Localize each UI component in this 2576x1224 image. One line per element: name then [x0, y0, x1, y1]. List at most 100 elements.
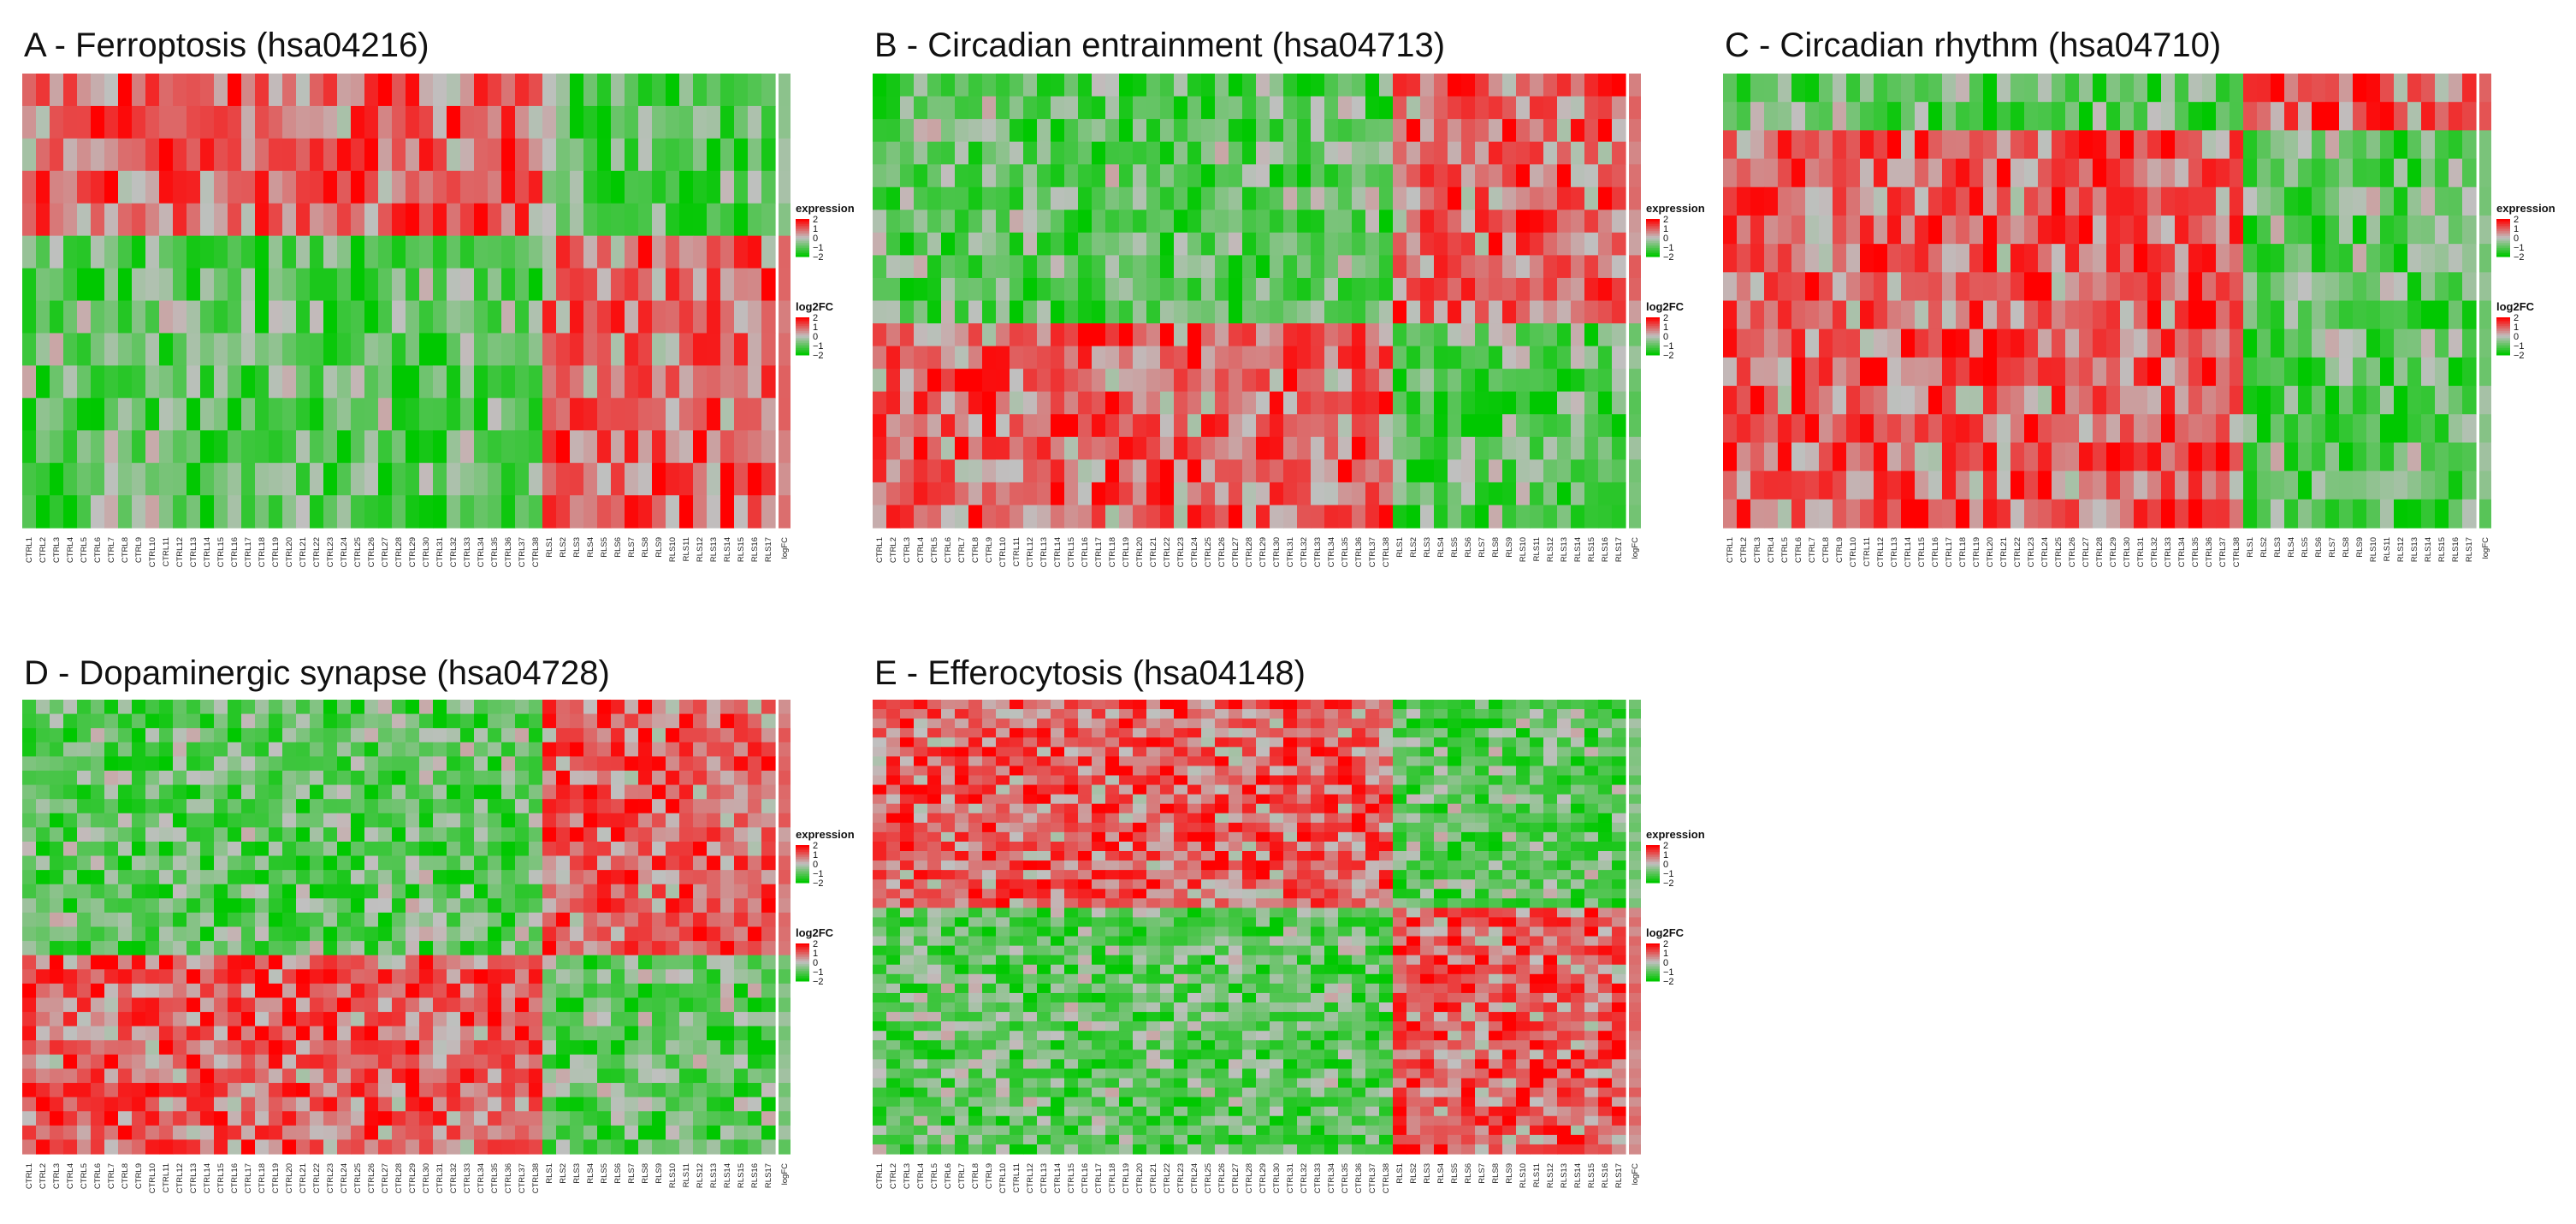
heatmap-cell: [200, 870, 215, 885]
heatmap-cell: [1010, 96, 1024, 120]
heatmap-cell: [1023, 119, 1038, 143]
heatmap-cell: [652, 955, 666, 970]
heatmap-cell: [378, 365, 393, 399]
sample-label: CTRL15: [216, 1163, 226, 1193]
heatmap-cell: [22, 463, 37, 496]
heatmap-cell: [720, 898, 735, 914]
logfc-cell: [779, 997, 791, 1013]
heatmap-cell: [1489, 232, 1503, 256]
sample-label: CTRL34: [477, 537, 486, 567]
heatmap-cell: [104, 700, 119, 715]
heatmap-cell: [1874, 158, 1888, 188]
heatmap-cell: [91, 799, 105, 814]
heatmap-cell: [666, 1097, 680, 1112]
sample-label: RLS17: [764, 537, 773, 562]
heatmap-cell: [447, 1111, 461, 1126]
heatmap-cell: [2243, 386, 2258, 415]
heatmap-cell: [720, 1139, 735, 1155]
heatmap-cell: [570, 799, 584, 814]
heatmap-cell: [652, 300, 666, 334]
heatmap-cell: [214, 997, 228, 1013]
expression-legend-swatch: [1646, 236, 1660, 239]
heatmap-cell: [529, 742, 543, 757]
heatmap-cell: [447, 912, 461, 928]
heatmap-cell: [1448, 74, 1462, 98]
sample-label: CTRL31: [435, 537, 445, 567]
heatmap-cell: [914, 369, 928, 393]
heatmap-cell: [132, 1068, 146, 1084]
sample-label: CTRL6: [93, 1163, 103, 1189]
heatmap-cell: [22, 105, 37, 139]
heatmap-cell: [2339, 186, 2354, 216]
heatmap-cell: [447, 827, 461, 843]
heatmap-cell: [351, 170, 365, 204]
heatmap-cell: [36, 898, 50, 914]
heatmap-cell: [50, 1068, 64, 1084]
heatmap-cell: [104, 1040, 119, 1055]
heatmap-cell: [406, 756, 420, 772]
heatmap-cell: [159, 926, 174, 942]
heatmap-cell: [132, 983, 146, 999]
heatmap-cell: [132, 784, 146, 800]
heatmap-cell: [159, 1083, 174, 1098]
heatmap-cell: [1846, 386, 1861, 415]
heatmap-cell: [542, 926, 557, 942]
heatmap-cell: [2120, 74, 2135, 103]
heatmap-cell: [419, 170, 434, 204]
heatmap-cell: [460, 813, 475, 828]
heatmap-cell: [748, 398, 762, 431]
heatmap-cell: [720, 398, 735, 431]
heatmap-cell: [2010, 130, 2025, 160]
heatmap-cell: [1956, 442, 1970, 472]
heatmap-cell: [1133, 436, 1147, 460]
heatmap-cell: [1833, 158, 1847, 188]
heatmap-cell: [886, 391, 901, 415]
heatmap-cell: [583, 1083, 598, 1098]
heatmap-cell: [652, 398, 666, 431]
heatmap-cell: [1915, 74, 1929, 103]
heatmap-cell: [2175, 215, 2189, 245]
heatmap-cell: [351, 870, 365, 885]
heatmap-cell: [50, 235, 64, 269]
heatmap-cell: [337, 170, 352, 204]
heatmap-cell: [406, 926, 420, 942]
heatmap-cell: [173, 841, 187, 857]
heatmap-cell: [2284, 357, 2299, 387]
panel-d-logfc-bar: [779, 700, 791, 1155]
heatmap-cell: [132, 855, 146, 871]
heatmap-cell: [269, 398, 283, 431]
heatmap-cell: [159, 884, 174, 899]
heatmap-cell: [132, 1139, 146, 1155]
heatmap-cell: [1434, 164, 1448, 188]
heatmap-cell: [447, 969, 461, 985]
heatmap-cell: [542, 495, 557, 529]
heatmap-cell: [269, 300, 283, 334]
heatmap-cell: [734, 203, 749, 237]
heatmap-cell: [597, 1111, 612, 1126]
heatmap-cell: [310, 1097, 324, 1112]
heatmap-cell: [1078, 505, 1093, 529]
heatmap-cell: [351, 898, 365, 914]
heatmap-cell: [611, 1125, 625, 1140]
heatmap-cell: [720, 827, 735, 843]
heatmap-cell: [1475, 459, 1489, 483]
heatmap-cell: [914, 141, 928, 165]
heatmap-cell: [707, 1083, 721, 1098]
heatmap-cell: [296, 268, 311, 302]
heatmap-cell: [159, 912, 174, 928]
heatmap-cell: [1502, 505, 1517, 529]
heatmap-cell: [187, 955, 201, 970]
heatmap-cell: [132, 912, 146, 928]
heatmap-cell: [707, 884, 721, 899]
heatmap-cell: [50, 728, 64, 743]
heatmap-cell: [1133, 186, 1147, 210]
heatmap-cell: [1557, 459, 1572, 483]
heatmap-cell: [447, 941, 461, 956]
heatmap-cell: [460, 300, 475, 334]
log2fc-legend-swatch: [796, 341, 809, 344]
logfc-cell: [779, 1097, 791, 1112]
heatmap-cell: [941, 119, 956, 143]
heatmap-cell: [433, 74, 447, 107]
heatmap-cell: [1187, 414, 1202, 438]
heatmap-cell: [145, 813, 160, 828]
